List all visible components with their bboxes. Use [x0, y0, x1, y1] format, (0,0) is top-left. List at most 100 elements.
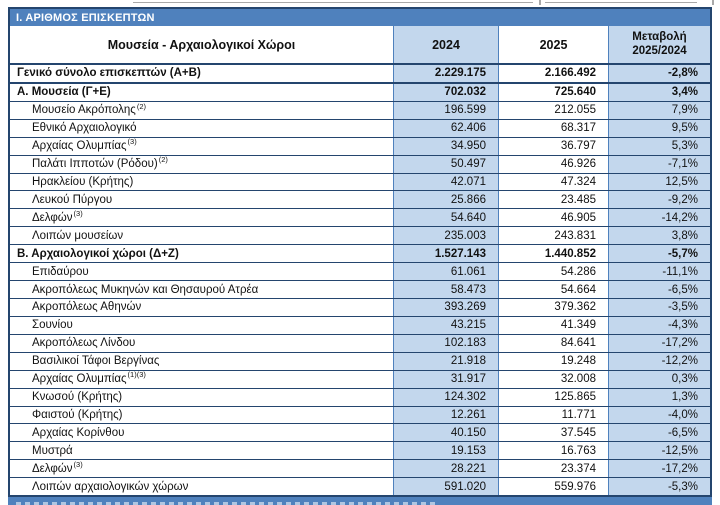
value-change: -17,2% — [608, 334, 710, 352]
row-label-text: Κνωσού (Κρήτης) — [32, 391, 123, 404]
row-label: Ηρακλείου (Κρήτης) — [10, 174, 393, 191]
row-label: Α. Μουσεία (Γ+Ε) — [10, 84, 393, 101]
value-change: -6,5% — [608, 424, 710, 442]
row-label-text: Γενικό σύνολο επισκεπτών (Α+Β) — [17, 67, 201, 80]
row-label: Σουνίου — [10, 317, 393, 334]
value-2024: 702.032 — [393, 83, 498, 101]
value-change: -7,1% — [608, 155, 710, 173]
value-2024: 34.950 — [393, 137, 498, 155]
value-2024: 61.061 — [393, 263, 498, 281]
value-2024: 62.406 — [393, 119, 498, 137]
value-change: 3,8% — [608, 227, 710, 245]
row-label-footnote: (2) — [136, 101, 147, 111]
value-change: 9,5% — [608, 119, 710, 137]
row-label-text: Αρχαίας Ολυμπίας — [32, 140, 127, 153]
value-2025: 11.771 — [498, 406, 608, 424]
row-label-text: Ακροπόλεως Αθηνών — [32, 301, 142, 314]
value-2025: 559.976 — [498, 478, 608, 496]
value-2024: 28.221 — [393, 460, 498, 478]
row-label: Παλάτι Ιπποτών (Ρόδου) (2) — [10, 156, 393, 173]
value-2024: 235.003 — [393, 227, 498, 245]
value-2024: 50.497 — [393, 155, 498, 173]
row-label-text: Σουνίου — [32, 319, 73, 332]
row-label-text: Λευκού Πύργου — [32, 193, 113, 206]
row-label: Δελφών (3) — [10, 460, 393, 477]
row-label: Φαιστού (Κρήτης) — [10, 407, 393, 424]
table-row: Λοιπών μουσείων 235.003 243.831 3,8% — [10, 227, 710, 246]
row-label: Λοιπών αρχαιολογικών χώρων — [10, 478, 393, 495]
row-label-footnote: (1)(3) — [127, 370, 146, 380]
row-label: Λευκού Πύργου — [10, 191, 393, 208]
row-label: Μυστρά — [10, 442, 393, 459]
table-row: Α. Μουσεία (Γ+Ε) 702.032 725.640 3,4% — [10, 83, 710, 102]
row-label: Αρχαίας Ολυμπίας (1)(3) — [10, 371, 393, 388]
row-label: Ακροπόλεως Λίνδου — [10, 335, 393, 352]
value-2024: 196.599 — [393, 101, 498, 119]
row-label-footnote: (2) — [158, 155, 168, 165]
value-change: -4,3% — [608, 316, 710, 334]
table-row: Ακροπόλεως Λίνδου 102.183 84.641 -17,2% — [10, 334, 710, 353]
table-body: Γενικό σύνολο επισκεπτών (Α+Β) 2.229.175… — [10, 65, 710, 496]
value-2024: 12.261 — [393, 406, 498, 424]
col-header-change-line1: Μεταβολή — [632, 31, 687, 43]
value-2024: 58.473 — [393, 281, 498, 298]
value-2025: 54.664 — [498, 281, 608, 298]
value-2025: 125.865 — [498, 388, 608, 406]
row-label-text: Δελφών — [32, 211, 73, 224]
row-label-text: Αρχαίας Ολυμπίας — [32, 373, 127, 386]
row-label: Εθνικό Αρχαιολογικό — [10, 120, 393, 137]
value-2025: 36.797 — [498, 137, 608, 155]
value-2024: 43.215 — [393, 316, 498, 334]
value-2025: 19.248 — [498, 352, 608, 370]
section-header-bar: Ι. ΑΡΙΘΜΟΣ ΕΠΙΣΚΕΠΤΩΝ — [10, 9, 710, 26]
col-header-change-line2: 2025/2024 — [632, 44, 687, 57]
row-label: Κνωσού (Κρήτης) — [10, 389, 393, 406]
table-row: Κνωσού (Κρήτης) 124.302 125.865 1,3% — [10, 388, 710, 407]
row-label: Ακροπόλεως Μυκηνών και Θησαυρού Ατρέα — [10, 281, 393, 298]
value-2024: 25.866 — [393, 191, 498, 209]
row-label-text: Επιδαύρου — [32, 265, 89, 278]
table-row: Παλάτι Ιπποτών (Ρόδου) (2) 50.497 46.926… — [10, 155, 710, 174]
value-2025: 46.926 — [498, 155, 608, 173]
value-change: -14,2% — [608, 209, 710, 227]
visitors-table: Ι. ΑΡΙΘΜΟΣ ΕΠΙΣΚΕΠΤΩΝ Μουσεία - Αρχαιολο… — [8, 7, 712, 497]
row-label-text: Ηρακλείου (Κρήτης) — [32, 175, 134, 188]
value-2025: 23.485 — [498, 191, 608, 209]
row-label-text: Εθνικό Αρχαιολογικό — [32, 122, 137, 135]
cropped-text-remnant — [133, 2, 533, 3]
row-label: Μουσείο Ακρόπολης (2) — [10, 102, 393, 119]
row-label-text: Ακροπόλεως Λίνδου — [32, 337, 136, 350]
value-2025: 243.831 — [498, 227, 608, 245]
col-header-name: Μουσεία - Αρχαιολογικοί Χώροι — [107, 37, 296, 52]
table-row: Β. Αρχαιολογικοί χώροι (Δ+Ζ) 1.527.143 1… — [10, 245, 710, 264]
table-row: Γενικό σύνολο επισκεπτών (Α+Β) 2.229.175… — [10, 65, 710, 84]
table-row: Αρχαίας Κορίνθου 40.150 37.545 -6,5% — [10, 424, 710, 443]
value-change: 12,5% — [608, 173, 710, 191]
section-title: Ι. ΑΡΙΘΜΟΣ ΕΠΙΣΚΕΠΤΩΝ — [16, 11, 155, 24]
value-2025: 379.362 — [498, 298, 608, 316]
table-row: Ακροπόλεως Μυκηνών και Θησαυρού Ατρέα 58… — [10, 281, 710, 299]
row-label-text: Μυστρά — [32, 444, 73, 457]
row-label-text: Α. Μουσεία (Γ+Ε) — [17, 86, 111, 99]
row-label-text: Λοιπών αρχαιολογικών χώρων — [32, 480, 189, 493]
table-row: Ηρακλείου (Κρήτης) 42.071 47.324 12,5% — [10, 173, 710, 192]
row-label: Αρχαίας Ολυμπίας (3) — [10, 138, 393, 155]
row-label-text: Β. Αρχαιολογικοί χώροι (Δ+Ζ) — [17, 247, 179, 260]
table-row: Αρχαίας Ολυμπίας (1)(3) 31.917 32.008 0,… — [10, 370, 710, 389]
cropped-border-tick — [712, 0, 714, 5]
table-row: Λοιπών αρχαιολογικών χώρων 591.020 559.9… — [10, 478, 710, 496]
row-label: Λοιπών μουσείων — [10, 227, 393, 244]
value-change: -12,2% — [608, 352, 710, 370]
cropped-text-remnant — [545, 2, 697, 3]
value-2025: 68.317 — [498, 119, 608, 137]
value-2024: 42.071 — [393, 173, 498, 191]
value-2025: 46.905 — [498, 209, 608, 227]
row-label-text: Λοιπών μουσείων — [32, 229, 124, 242]
value-2024: 393.269 — [393, 298, 498, 316]
col-header-2024: 2024 — [393, 26, 498, 63]
value-change: -2,8% — [608, 65, 710, 82]
row-label-text: Βασιλικοί Τάφοι Βεργίνας — [32, 355, 160, 368]
row-label-footnote: (3) — [73, 459, 83, 469]
table-header-row: Μουσεία - Αρχαιολογικοί Χώροι 2024 2025 … — [10, 26, 710, 65]
value-2025: 1.440.852 — [498, 245, 608, 263]
